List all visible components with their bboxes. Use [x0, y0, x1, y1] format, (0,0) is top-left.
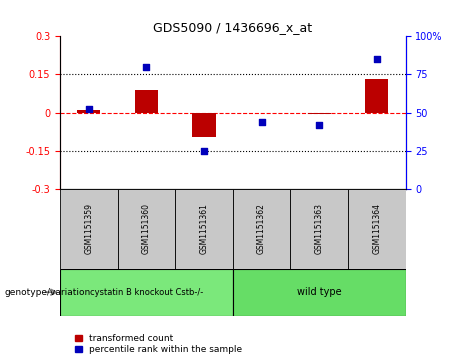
Text: GSM1151360: GSM1151360	[142, 203, 151, 254]
Bar	[175, 189, 233, 269]
Bar	[60, 189, 118, 269]
Legend: transformed count, percentile rank within the sample: transformed count, percentile rank withi…	[74, 333, 243, 355]
Text: genotype/variation: genotype/variation	[5, 288, 91, 297]
Text: GSM1151362: GSM1151362	[257, 203, 266, 254]
Point	[142, 64, 150, 70]
Point	[315, 122, 323, 128]
Bar	[118, 189, 175, 269]
Bar	[135, 90, 158, 113]
Title: GDS5090 / 1436696_x_at: GDS5090 / 1436696_x_at	[153, 21, 313, 34]
Text: GSM1151363: GSM1151363	[315, 203, 324, 254]
Point	[258, 119, 266, 125]
Point	[85, 107, 92, 113]
Bar	[308, 113, 331, 114]
Text: cystatin B knockout Cstb-/-: cystatin B knockout Cstb-/-	[90, 288, 203, 297]
Bar	[77, 110, 100, 113]
Bar	[365, 79, 388, 113]
Text: GSM1151364: GSM1151364	[372, 203, 381, 254]
Bar	[348, 189, 406, 269]
Text: wild type: wild type	[297, 287, 342, 297]
Bar	[60, 269, 233, 316]
Text: GSM1151359: GSM1151359	[84, 203, 93, 254]
Bar	[193, 113, 216, 137]
Bar	[290, 189, 348, 269]
Text: GSM1151361: GSM1151361	[200, 203, 208, 254]
Point	[200, 148, 207, 154]
Bar	[233, 189, 290, 269]
Bar	[233, 269, 406, 316]
Point	[373, 56, 381, 62]
